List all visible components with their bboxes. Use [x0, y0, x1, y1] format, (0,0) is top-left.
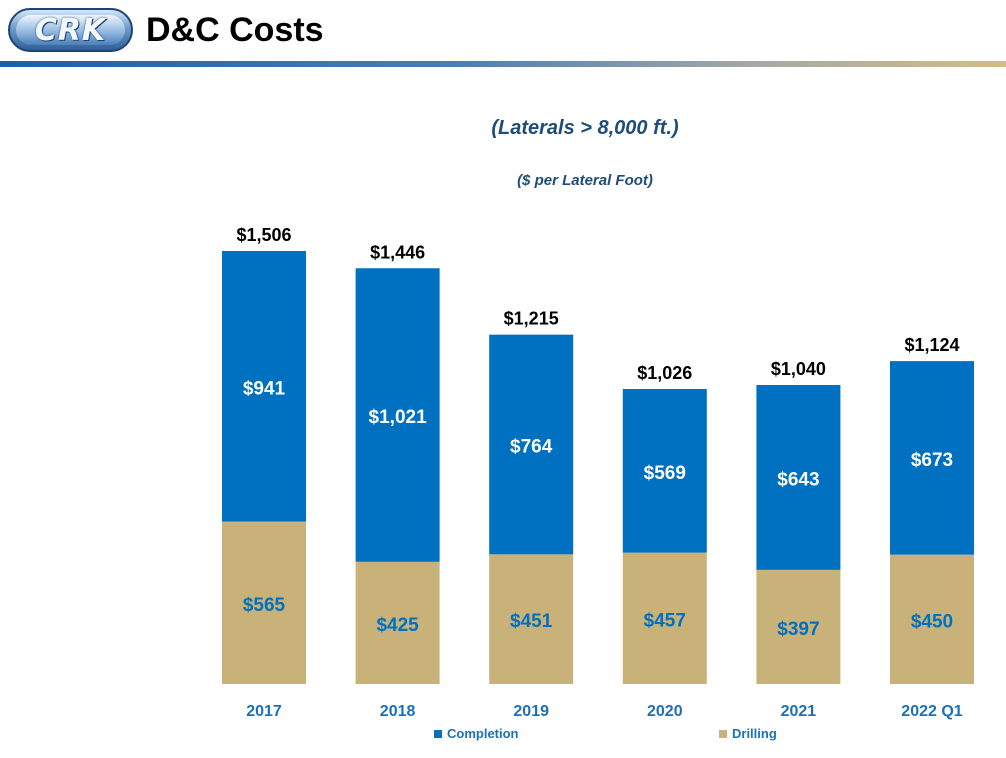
- bar-completion: [756, 384, 841, 570]
- data-label-drilling: $425: [376, 615, 419, 636]
- data-label-completion: $643: [777, 469, 819, 490]
- legend-swatch-completion: [434, 729, 442, 738]
- slide-header: CRK D&C Costs: [0, 0, 1006, 70]
- data-label-drilling: $565: [243, 595, 286, 616]
- legend-item-completion: Completion: [434, 726, 519, 741]
- data-label-completion: $941: [243, 378, 286, 399]
- bar-drilling: [890, 554, 974, 684]
- chart-subtitle: ($ per Lateral Foot): [517, 172, 653, 189]
- crk-logo: CRK: [8, 8, 133, 52]
- chart-title: (Laterals > 8,000 ft.): [491, 117, 679, 139]
- legend-item-drilling: Drilling: [719, 726, 777, 741]
- legend-label-drilling: Drilling: [732, 726, 777, 741]
- data-label-total: $1,215: [504, 309, 559, 329]
- x-tick-label: 2020: [647, 703, 683, 720]
- data-label-drilling: $397: [777, 619, 819, 640]
- data-label-completion: $764: [510, 436, 553, 457]
- x-tick-label: 2018: [380, 703, 416, 720]
- bar-drilling: [222, 521, 306, 684]
- x-tick-label: 2019: [513, 703, 549, 720]
- data-label-total: $1,040: [771, 359, 826, 379]
- logo-text: CRK: [34, 12, 107, 48]
- legend-swatch-drilling: [719, 729, 727, 738]
- data-label-total: $1,026: [637, 363, 692, 383]
- x-tick-label: 2021: [781, 703, 817, 720]
- data-label-drilling: $450: [911, 611, 953, 632]
- bar-completion: [489, 334, 574, 555]
- bar-completion: [355, 268, 440, 562]
- data-label-total: $1,506: [236, 225, 291, 245]
- data-label-total: $1,124: [904, 335, 959, 355]
- page-title: D&C Costs: [146, 11, 324, 49]
- bar-drilling: [489, 554, 574, 684]
- bar-completion: [890, 361, 974, 555]
- data-label-completion: $673: [911, 450, 953, 471]
- bar-drilling: [355, 561, 440, 684]
- header-divider: [0, 61, 1006, 67]
- data-label-completion: $1,021: [369, 407, 428, 428]
- data-label-drilling: $457: [644, 610, 686, 631]
- legend-label-completion: Completion: [447, 726, 519, 741]
- bar-completion: [222, 251, 306, 522]
- bar-drilling: [756, 569, 841, 684]
- bar-completion: [622, 389, 707, 553]
- bar-drilling: [622, 552, 707, 684]
- x-tick-label: 2022 Q1: [901, 703, 962, 720]
- data-label-drilling: $451: [510, 611, 553, 632]
- x-tick-label: 2017: [246, 703, 282, 720]
- data-label-total: $1,446: [370, 242, 425, 262]
- data-label-completion: $569: [644, 463, 686, 484]
